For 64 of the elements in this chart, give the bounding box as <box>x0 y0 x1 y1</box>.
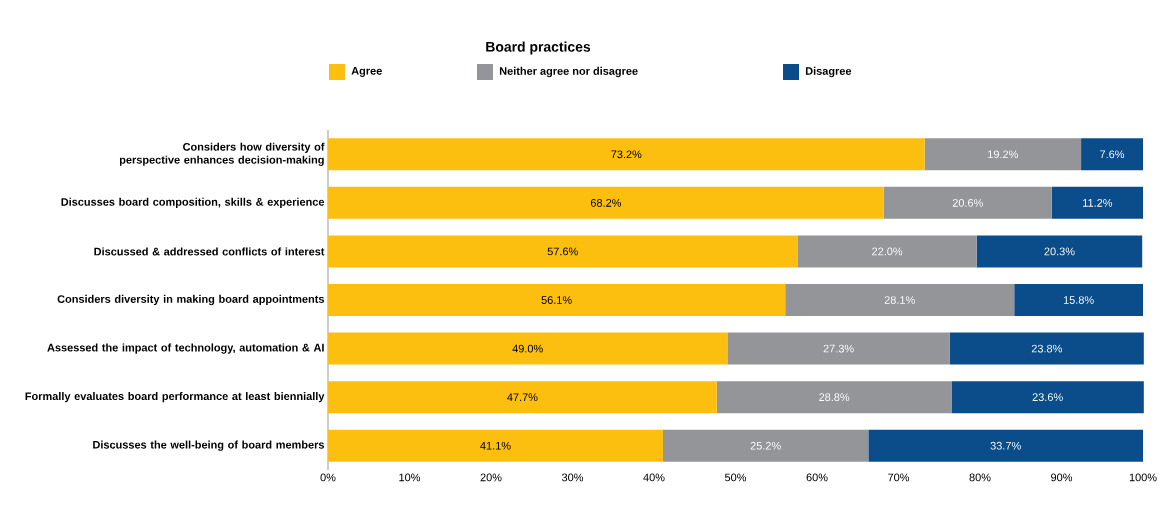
bar <box>328 381 717 414</box>
bar <box>328 138 925 171</box>
data-label: 7.6% <box>1100 150 1125 159</box>
data-label: 57.6% <box>547 247 578 256</box>
chart-title: Board practices <box>486 41 591 55</box>
x-tick-label: 70% <box>888 473 910 482</box>
y-tick-label: Considers how diversity of perspective enhances decision-making <box>119 142 325 166</box>
data-label: 20.3% <box>1044 247 1075 256</box>
bar <box>868 429 1144 462</box>
x-tick-label: 60% <box>806 473 828 482</box>
data-label: 15.8% <box>1063 296 1094 304</box>
data-label: 28.1% <box>884 296 915 304</box>
x-tick-label: 10% <box>399 473 421 482</box>
data-label: 68.2% <box>590 198 622 207</box>
bar <box>951 381 1144 414</box>
bar <box>785 284 1015 316</box>
x-tick-label: 30% <box>561 473 584 482</box>
x-tick-label: 40% <box>643 473 665 482</box>
bar <box>1081 138 1144 171</box>
data-label: 23.6% <box>1032 393 1063 402</box>
bar <box>328 235 798 268</box>
bar <box>949 332 1144 365</box>
x-tick-label: 0% <box>320 473 336 482</box>
legend-label: Agree <box>351 67 382 77</box>
y-tick-label: Considers diversity in making board appointments <box>57 294 325 306</box>
data-label: 19.2% <box>988 150 1018 159</box>
bar <box>662 429 869 462</box>
bar <box>328 186 884 219</box>
y-tick-label: Assessed the impact of technology, automation & AI <box>47 343 324 354</box>
data-label: 22.0% <box>872 247 903 256</box>
data-label: 49.0% <box>512 344 543 353</box>
data-label: 25.2% <box>750 441 781 450</box>
data-label: 11.2% <box>1083 199 1113 207</box>
data-label: 73.2% <box>611 150 642 159</box>
bar <box>924 138 1082 171</box>
bar <box>1051 186 1144 219</box>
data-label: 56.1% <box>541 296 572 304</box>
data-label: 27.3% <box>823 344 854 353</box>
bar <box>328 284 786 316</box>
bar <box>328 429 663 462</box>
y-tick-label: Discusses the well-being of board members <box>93 440 325 451</box>
bar <box>1014 284 1144 316</box>
y-tick-label: Discussed & addressed conflicts of interest <box>94 247 325 256</box>
x-tick-label: 90% <box>1051 473 1073 482</box>
bar <box>716 381 952 414</box>
bar <box>727 332 950 365</box>
x-tick-label: 80% <box>969 473 991 482</box>
x-tick-label: 50% <box>724 473 747 482</box>
data-label: 20.6% <box>952 198 983 207</box>
data-label: 47.7% <box>507 393 538 401</box>
y-tick-label: Formally evaluates board performance at least biennially <box>25 392 325 403</box>
data-label: 33.7% <box>990 441 1021 450</box>
legend-label: Neither agree nor disagree <box>499 66 638 78</box>
bar <box>328 332 728 365</box>
data-label: 41.1% <box>480 441 511 450</box>
x-tick-label: 20% <box>480 473 502 482</box>
y-tick-label: Discusses board composition, skills & experience <box>61 197 325 208</box>
data-label: 28.8% <box>819 393 850 402</box>
bar <box>976 235 1143 268</box>
legend-label: Disagree <box>805 66 852 78</box>
bar <box>797 235 977 268</box>
data-label: 23.8% <box>1031 344 1062 353</box>
bar <box>883 186 1052 219</box>
x-tick-label: 100% <box>1129 473 1157 482</box>
